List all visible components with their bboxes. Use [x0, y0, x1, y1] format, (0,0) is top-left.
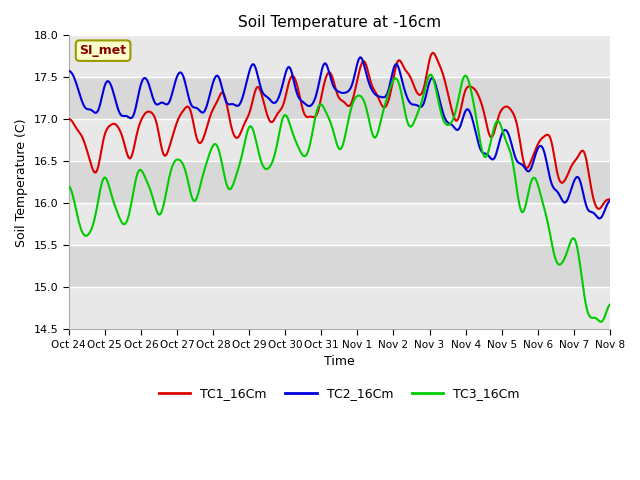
Bar — [68, 120, 610, 161]
Title: Soil Temperature at -16cm: Soil Temperature at -16cm — [238, 15, 441, 30]
Bar — [68, 77, 610, 120]
Bar — [68, 161, 610, 204]
Bar — [68, 245, 610, 288]
Text: SI_met: SI_met — [79, 44, 127, 57]
Bar — [68, 288, 610, 329]
Bar — [68, 204, 610, 245]
Legend: TC1_16Cm, TC2_16Cm, TC3_16Cm: TC1_16Cm, TC2_16Cm, TC3_16Cm — [154, 383, 525, 406]
Bar — [68, 36, 610, 77]
Y-axis label: Soil Temperature (C): Soil Temperature (C) — [15, 118, 28, 247]
X-axis label: Time: Time — [324, 355, 355, 368]
